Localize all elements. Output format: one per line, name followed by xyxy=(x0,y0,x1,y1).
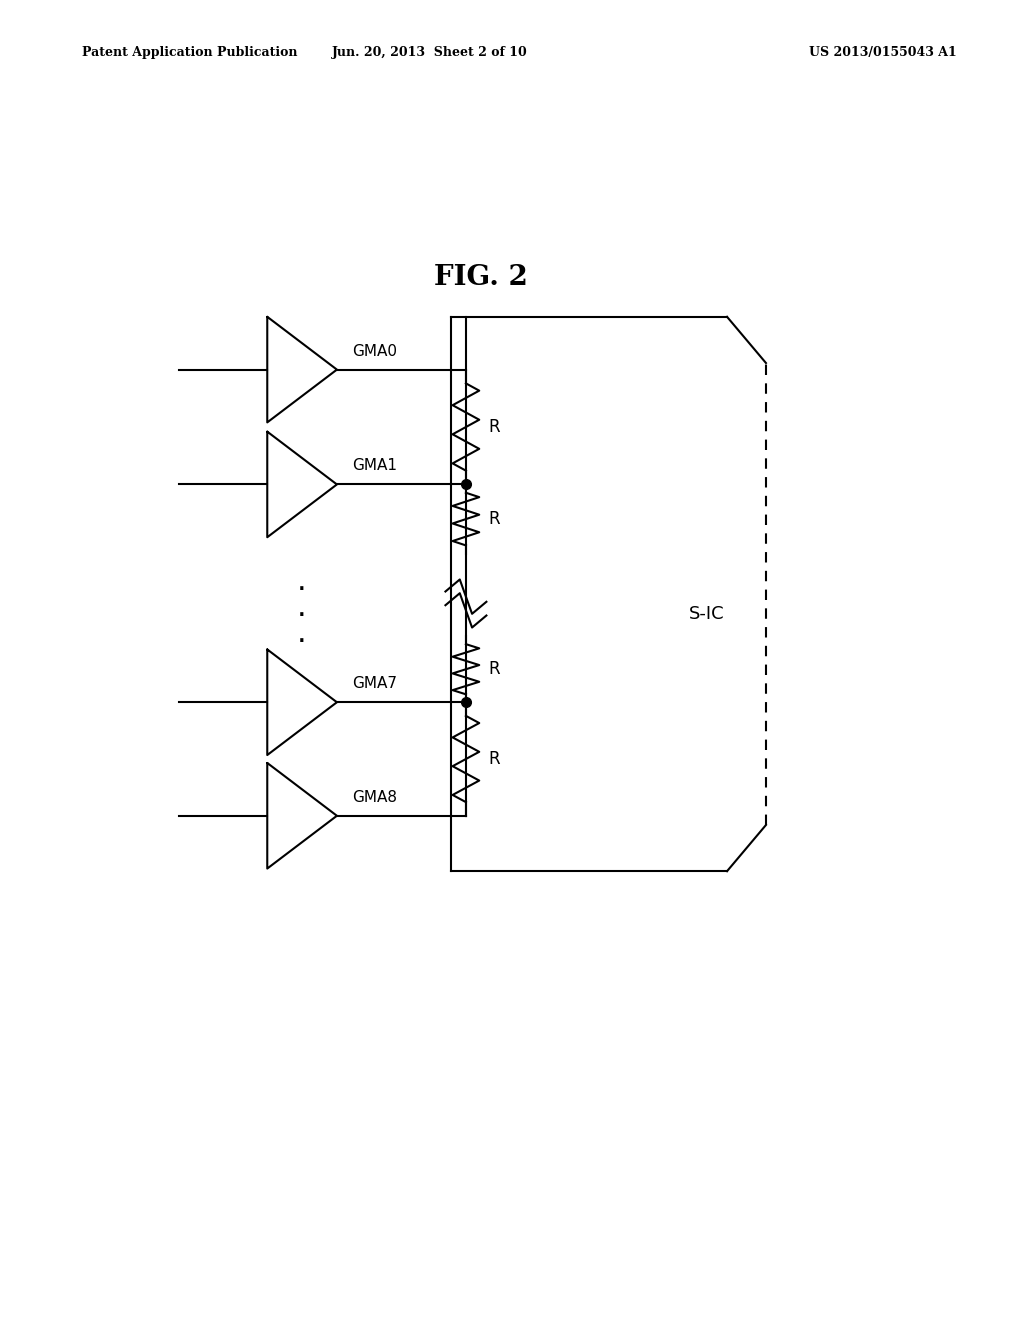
Text: US 2013/0155043 A1: US 2013/0155043 A1 xyxy=(809,46,956,59)
Text: R: R xyxy=(488,660,500,678)
Text: ⋅: ⋅ xyxy=(297,628,307,657)
Text: Patent Application Publication: Patent Application Publication xyxy=(82,46,297,59)
Text: R: R xyxy=(488,418,500,436)
Text: R: R xyxy=(488,510,500,528)
Text: GMA0: GMA0 xyxy=(352,343,397,359)
Text: GMA1: GMA1 xyxy=(352,458,397,474)
Text: FIG. 2: FIG. 2 xyxy=(434,264,528,290)
Text: Jun. 20, 2013  Sheet 2 of 10: Jun. 20, 2013 Sheet 2 of 10 xyxy=(332,46,528,59)
Text: S-IC: S-IC xyxy=(689,605,724,623)
Text: R: R xyxy=(488,750,500,768)
Text: ⋅: ⋅ xyxy=(297,602,307,631)
Text: GMA7: GMA7 xyxy=(352,676,397,692)
Text: GMA8: GMA8 xyxy=(352,789,397,805)
Text: ⋅: ⋅ xyxy=(297,576,307,605)
